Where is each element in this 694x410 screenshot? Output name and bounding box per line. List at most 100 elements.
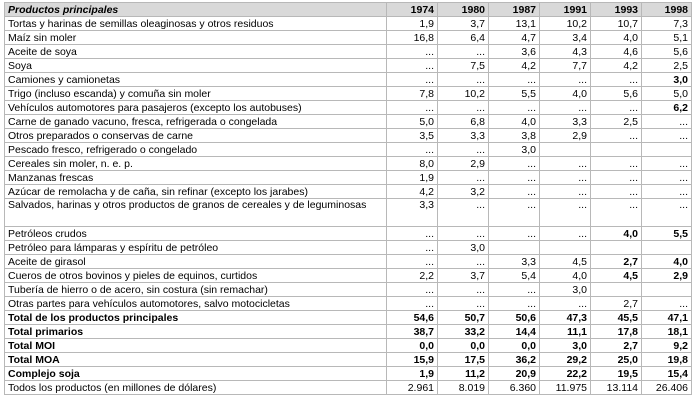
value-cell: ... <box>437 226 489 241</box>
row-label: Aceite de soya <box>4 44 387 59</box>
value-cell: 3,0 <box>539 282 591 297</box>
value-cell: 4,5 <box>590 268 642 283</box>
value-cell: ... <box>590 170 642 185</box>
value-cell: ... <box>539 296 591 311</box>
value-cell: 18,1 <box>641 324 692 339</box>
row-label: Total MOI <box>4 338 387 353</box>
value-cell: ... <box>641 114 692 129</box>
value-cell: 47,3 <box>539 310 591 325</box>
value-cell: 33,2 <box>437 324 489 339</box>
value-cell: ... <box>386 226 438 241</box>
value-cell: ... <box>386 240 438 255</box>
value-cell: 11,2 <box>437 366 489 381</box>
row-label: Tubería de hierro o de acero, sin costur… <box>4 282 387 297</box>
value-cell: 2,5 <box>590 114 642 129</box>
row-label: Total primarios <box>4 324 387 339</box>
value-cell: ... <box>539 100 591 115</box>
value-cell: ... <box>488 72 540 87</box>
value-cell: 4,6 <box>590 44 642 59</box>
table-row: Todos los productos (en millones de dóla… <box>4 380 692 395</box>
value-cell: 38,7 <box>386 324 438 339</box>
value-cell: 2,9 <box>539 128 591 143</box>
value-cell: ... <box>641 170 692 185</box>
value-cell: ... <box>488 100 540 115</box>
row-label: Manzanas frescas <box>4 170 387 185</box>
value-cell: ... <box>386 72 438 87</box>
value-cell: 4,3 <box>539 44 591 59</box>
value-cell: ... <box>437 254 489 269</box>
row-label: Trigo (incluso escanda) y comuña sin mol… <box>4 86 387 101</box>
value-cell: 4,0 <box>590 226 642 241</box>
value-cell: 3,3 <box>539 114 591 129</box>
value-cell <box>641 282 692 297</box>
value-cell: 5,6 <box>590 86 642 101</box>
value-cell: 5,5 <box>488 86 540 101</box>
value-cell: 11.975 <box>539 380 591 395</box>
row-label: Soya <box>4 58 387 73</box>
value-cell: ... <box>437 44 489 59</box>
row-label: Tortas y harinas de semillas oleaginosas… <box>4 16 387 31</box>
value-cell: 9,2 <box>641 338 692 353</box>
value-cell: ... <box>386 282 438 297</box>
table-row: Total de los productos principales 54,6 50… <box>4 310 692 325</box>
value-cell: 15,4 <box>641 366 692 381</box>
value-cell: 2,2 <box>386 268 438 283</box>
value-cell: 20,9 <box>488 366 540 381</box>
value-cell: 4,0 <box>539 86 591 101</box>
value-cell: 7,8 <box>386 86 438 101</box>
value-cell <box>641 142 692 157</box>
value-cell: 29,2 <box>539 352 591 367</box>
row-label: Total de los productos principales <box>4 310 387 325</box>
value-cell: ... <box>386 100 438 115</box>
value-cell: 4,0 <box>488 114 540 129</box>
value-cell: 3,2 <box>437 184 489 199</box>
value-cell: 3,0 <box>437 240 489 255</box>
table-row: Tubería de hierro o de acero, sin costur… <box>4 282 692 297</box>
value-cell: 4,2 <box>488 58 540 73</box>
value-cell: 19,5 <box>590 366 642 381</box>
value-cell: 8,0 <box>386 156 438 171</box>
value-cell: 13.114 <box>590 380 642 395</box>
row-label: Azúcar de remolacha y de caña, sin refin… <box>4 184 387 199</box>
row-label: Vehículos automotores para pasajeros (ex… <box>4 100 387 115</box>
row-label: Total MOA <box>4 352 387 367</box>
value-cell: ... <box>488 156 540 171</box>
value-cell: 1,9 <box>386 16 438 31</box>
value-cell: ... <box>590 198 642 227</box>
row-label: Carne de ganado vacuno, fresca, refriger… <box>4 114 387 129</box>
table-body: Tortas y harinas de semillas oleaginosas… <box>4 16 692 395</box>
value-cell: 7,7 <box>539 58 591 73</box>
value-cell: 0,0 <box>437 338 489 353</box>
value-cell: 7,5 <box>437 58 489 73</box>
value-cell: 2,7 <box>590 254 642 269</box>
table-row: Aceite de girasol...... 3,3 4,5 2,7 4,0 <box>4 254 692 269</box>
value-cell: 3,3 <box>488 254 540 269</box>
value-cell: 4,2 <box>590 58 642 73</box>
row-label: Cereales sin moler, n. e. p. <box>4 156 387 171</box>
row-label: Petróleos crudos <box>4 226 387 241</box>
value-cell <box>539 142 591 157</box>
table-row: Tortas y harinas de semillas oleaginosas… <box>4 16 692 31</box>
value-cell: 8.019 <box>437 380 489 395</box>
value-cell: 6,8 <box>437 114 489 129</box>
value-cell: ... <box>641 128 692 143</box>
value-cell: 3,6 <box>488 44 540 59</box>
value-cell: ... <box>437 296 489 311</box>
table-row: Trigo (incluso escanda) y comuña sin mol… <box>4 86 692 101</box>
year-header: 1991 <box>539 2 591 17</box>
value-cell: 3,8 <box>488 128 540 143</box>
value-cell: ... <box>386 44 438 59</box>
value-cell: 6,4 <box>437 30 489 45</box>
value-cell: 10,2 <box>539 16 591 31</box>
value-cell: 14,4 <box>488 324 540 339</box>
value-cell: 47,1 <box>641 310 692 325</box>
value-cell <box>488 240 540 255</box>
value-cell: ... <box>437 100 489 115</box>
table-row: Cereales sin moler, n. e. p. 8,0 2,9......… <box>4 156 692 171</box>
year-header: 1998 <box>641 2 692 17</box>
value-cell: ... <box>488 198 540 227</box>
value-cell: 17,5 <box>437 352 489 367</box>
value-cell: 6,2 <box>641 100 692 115</box>
value-cell: ... <box>488 184 540 199</box>
